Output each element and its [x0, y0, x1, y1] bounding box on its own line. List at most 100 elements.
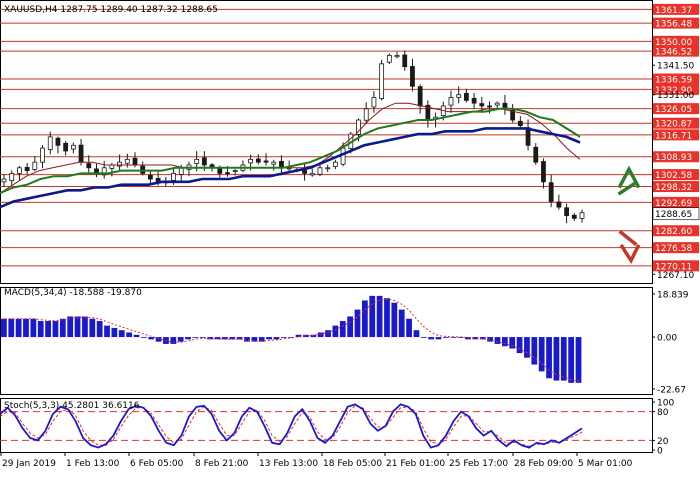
macd-histogram-bar	[104, 325, 110, 338]
candle-body	[47, 136, 53, 150]
y-tick-label: 1331.00	[657, 91, 694, 101]
stoch-y-tick-label: 80	[657, 408, 669, 418]
macd-histogram-bar	[538, 337, 545, 372]
macd-signal-line	[4, 298, 580, 382]
macd-histogram-bar	[472, 337, 479, 340]
level-label-bg	[653, 225, 699, 237]
macd-histogram-bar	[1, 318, 7, 338]
candle-body	[78, 144, 84, 163]
candle-body	[417, 86, 423, 107]
macd-histogram-bar	[553, 337, 560, 381]
candle-body	[371, 97, 377, 108]
macd-histogram-bar	[170, 337, 177, 344]
y-tick-label: 1341.50	[657, 62, 694, 72]
level-label: 1326.05	[655, 105, 692, 115]
macd-histogram-bar	[325, 330, 331, 338]
candle-body	[564, 207, 569, 216]
candle-body	[217, 167, 223, 174]
candle-body	[255, 158, 261, 163]
level-label: 1320.87	[655, 120, 692, 130]
macd-histogram-bar	[199, 337, 206, 338]
macd-histogram-bar	[332, 325, 339, 338]
macd-histogram-bar	[354, 309, 361, 338]
level-label-bg	[653, 45, 699, 57]
price-chart-title: XAUUSD,H4 1287.75 1289.40 1287.32 1288.6…	[4, 5, 218, 15]
macd-histogram-bar	[258, 337, 265, 342]
candle-body	[533, 146, 539, 163]
stoch-y-tick-label: 20	[657, 437, 669, 447]
macd-panel: 18.839 0.00 -22.67	[0, 287, 689, 395]
candle-body	[402, 54, 408, 68]
macd-histogram-bar	[8, 318, 15, 338]
macd-histogram-bar	[457, 337, 464, 338]
candle-body	[456, 94, 462, 98]
moving-average-mid-line	[0, 107, 581, 195]
level-label: 1316.71	[655, 131, 692, 141]
candle-body	[487, 105, 492, 108]
current-price-label-bg	[652, 207, 700, 221]
macd-y-tick-label: 0.00	[657, 334, 677, 344]
candle-body	[86, 163, 92, 169]
candle-body	[548, 182, 554, 202]
macd-histogram-bar	[37, 321, 44, 338]
level-label: 1298.32	[655, 183, 692, 193]
moving-average-fast-line	[0, 102, 581, 194]
down-forecast-arrow-icon	[618, 229, 641, 265]
level-label-bg	[653, 73, 699, 85]
macd-histogram-bar	[155, 337, 162, 342]
macd-histogram-bar	[118, 330, 125, 338]
x-tick-label: 5 Mar 01:00	[578, 459, 633, 469]
macd-title: MACD(5,34,4) -18.588 -19.870	[4, 288, 142, 298]
macd-histogram-bar	[568, 337, 575, 383]
macd-histogram-bar	[236, 337, 243, 340]
level-label-bg	[653, 3, 699, 15]
candle-body	[124, 158, 130, 164]
macd-histogram-bar	[450, 337, 457, 338]
y-tick-label: 1267.10	[657, 271, 694, 281]
macd-histogram-bar	[74, 316, 81, 338]
level-label: 1356.48	[655, 20, 692, 30]
level-label: 1332.90	[655, 86, 692, 96]
level-label: 1276.58	[655, 244, 692, 254]
candle-body	[340, 147, 346, 165]
macd-y-tick-label: 18.839	[657, 290, 689, 300]
candle-body	[410, 66, 415, 87]
macd-histogram-bar	[310, 334, 317, 338]
candle-body	[271, 161, 277, 165]
macd-histogram-bar	[494, 337, 501, 344]
x-tick-label: 1 Feb 13:00	[66, 459, 120, 469]
macd-histogram-bar	[126, 332, 133, 338]
candle-body	[325, 167, 331, 170]
candle-body	[479, 103, 485, 107]
macd-histogram-bar	[251, 337, 258, 342]
candle-body	[171, 173, 176, 181]
candle-body	[17, 167, 22, 174]
macd-histogram-bar	[406, 318, 412, 338]
candle-body	[356, 119, 361, 135]
candle-body	[386, 54, 392, 63]
stoch-main-line	[0, 403, 583, 449]
level-label: 1361.37	[655, 6, 692, 16]
level-label-bg	[653, 17, 699, 29]
level-label-bg	[653, 151, 699, 163]
level-label-bg	[653, 103, 699, 115]
candle-body	[148, 174, 153, 180]
level-label-bg	[653, 83, 699, 95]
time-axis: 29 Jan 2019 1 Feb 13:00 6 Feb 05:00 8 Feb 2…	[0, 452, 633, 469]
candle-body	[494, 102, 500, 106]
macd-histogram-bar	[185, 337, 191, 340]
stoch-signal-line	[0, 405, 583, 447]
macd-histogram-bar	[398, 309, 405, 338]
macd-histogram-bar	[487, 337, 493, 342]
level-label-bg	[653, 117, 699, 129]
moving-average-slow-line	[0, 127, 581, 209]
macd-histogram-bar	[266, 337, 272, 340]
macd-histogram-bar	[295, 334, 302, 338]
macd-histogram-bar	[413, 330, 420, 338]
candle-body	[263, 160, 269, 163]
level-label: 1346.52	[655, 48, 692, 58]
macd-histogram-bar	[376, 295, 383, 338]
